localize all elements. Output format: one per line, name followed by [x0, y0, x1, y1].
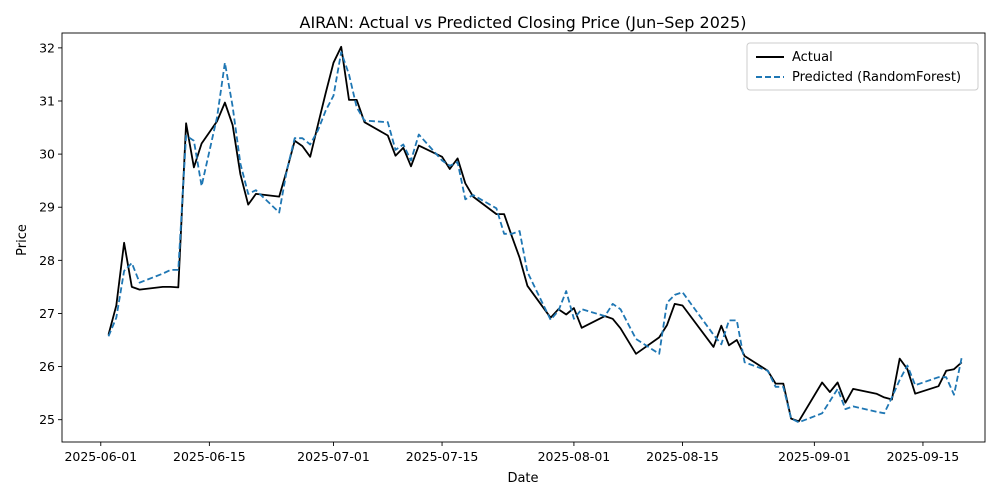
predicted-series-line — [107, 51, 963, 424]
x-tick-label: 2025-08-15 — [646, 449, 719, 464]
y-tick-label: 29 — [39, 200, 55, 215]
x-tick-label: 2025-06-01 — [64, 449, 137, 464]
legend-box — [746, 42, 979, 91]
chart-title: AIRAN: Actual vs Predicted Closing Price… — [300, 13, 747, 32]
x-tick-label: 2025-08-01 — [538, 449, 611, 464]
legend-label-actual: Actual — [792, 50, 833, 65]
x-axis-ticks: 2025-06-01 2025-06-15 2025-07-01 2025-07-15… — [64, 442, 959, 464]
y-tick-label: 30 — [39, 147, 55, 162]
y-tick-label: 27 — [39, 306, 55, 321]
y-axis-label: Price — [15, 224, 30, 256]
x-tick-label: 2025-07-01 — [297, 449, 370, 464]
legend-label-predicted: Predicted (RandomForest) — [792, 70, 961, 85]
y-tick-label: 26 — [39, 359, 55, 374]
y-tick-label: 32 — [39, 40, 55, 55]
plot-frame — [61, 32, 986, 443]
legend: Actual Predicted (RandomForest) — [746, 42, 979, 91]
y-tick-label: 28 — [39, 253, 55, 268]
x-tick-label: 2025-06-15 — [173, 449, 246, 464]
x-tick-label: 2025-09-15 — [887, 449, 960, 464]
y-tick-label: 31 — [39, 93, 55, 108]
x-axis-label: Date — [507, 471, 538, 486]
x-tick-label: 2025-07-15 — [406, 449, 479, 464]
y-axis-ticks: 25 26 27 28 29 30 31 32 — [39, 40, 62, 427]
x-tick-label: 2025-09-01 — [778, 449, 851, 464]
plot-lines — [107, 45, 963, 424]
y-tick-label: 25 — [39, 412, 55, 427]
actual-series-line — [107, 45, 963, 423]
